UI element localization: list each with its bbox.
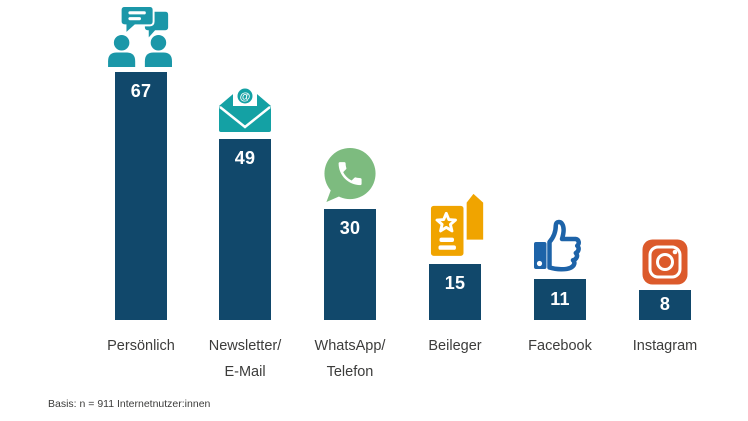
email-envelope-icon: @ [217,84,273,134]
category-label: Newsletter/E-Mail [180,333,310,385]
category-label-line: Facebook [528,338,592,354]
basis-note: Basis: n = 911 Internetnutzer:innen [48,398,211,410]
category-label: WhatsApp/Telefon [285,333,415,385]
bar: 49 [219,139,271,320]
bar-value: 30 [339,218,361,238]
category-label-line: Beileger [428,338,482,354]
bar-value: 8 [659,294,671,315]
category-label-line: E-Mail [224,364,266,380]
flyer-icon [426,191,484,259]
category-label-line: Telefon [326,364,374,380]
category-label-line: Instagram [632,338,698,354]
category-label: Persönlich [76,333,206,359]
bar: 67 [115,72,167,320]
people-chat-icon [103,5,179,67]
bar-value: 11 [550,288,570,309]
whatsapp-icon [322,147,378,204]
bar-value: 15 [444,273,466,293]
category-label-line: Newsletter/ [208,338,282,354]
category-label-line: Persönlich [107,338,175,354]
bar: 11 [534,279,586,320]
bar-value: 67 [130,81,152,101]
thumbs-up-icon [532,216,588,274]
bar-value: 49 [234,148,256,168]
bar: 15 [429,264,481,320]
category-label: Facebook [495,333,625,359]
bar: 8 [639,290,691,320]
svg-text:@: @ [240,91,251,103]
category-label: Instagram [600,333,730,359]
bar: 30 [324,209,376,320]
instagram-icon [642,239,688,285]
category-label-line: WhatsApp/ [314,338,386,354]
category-label: Beileger [390,333,520,359]
